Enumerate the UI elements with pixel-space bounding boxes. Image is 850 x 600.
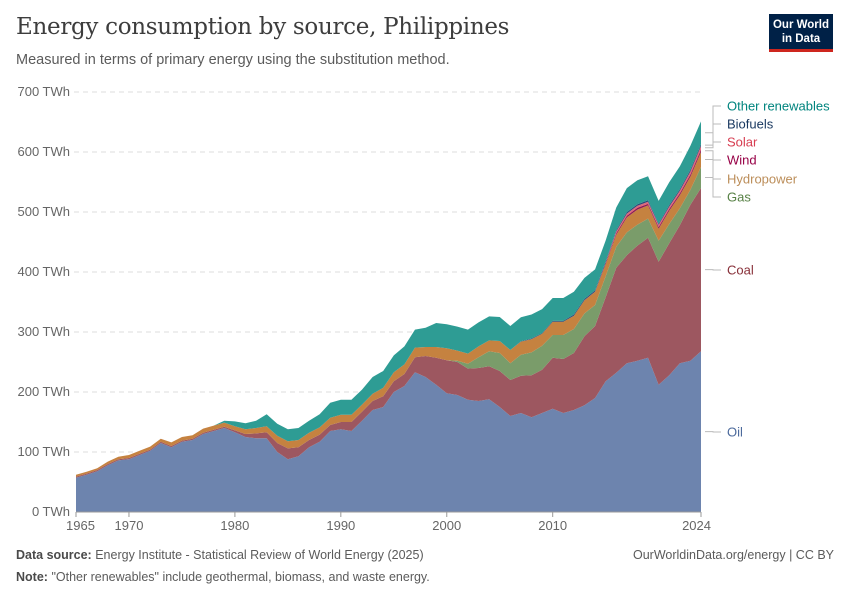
- source-text[interactable]: Energy Institute - Statistical Review of…: [95, 548, 424, 562]
- label-connector: [705, 105, 721, 134]
- y-tick-label: 0 TWh: [32, 504, 70, 519]
- data-source: Data source: Energy Institute - Statisti…: [16, 548, 424, 562]
- x-tick-label: 1965: [66, 518, 95, 533]
- label-connector: [705, 150, 721, 161]
- series-label-solar[interactable]: Solar: [727, 135, 758, 150]
- area-coal[interactable]: [76, 188, 701, 478]
- y-tick-label: 300 TWh: [17, 324, 70, 339]
- area-oil[interactable]: [76, 351, 701, 512]
- y-tick-label: 500 TWh: [17, 204, 70, 219]
- note-label: Note:: [16, 570, 48, 584]
- series-label-hydropower[interactable]: Hydropower: [727, 172, 798, 187]
- series-label-other-renewables[interactable]: Other renewables: [727, 99, 830, 114]
- area-other-renewables[interactable]: [76, 121, 701, 475]
- label-connector: [705, 159, 721, 180]
- site-url[interactable]: OurWorldinData.org/energy | CC BY: [632, 548, 834, 562]
- chart-note: Note: "Other renewables" include geother…: [16, 570, 430, 584]
- x-tick-label: 1980: [220, 518, 249, 533]
- x-tick-label: 2024: [682, 518, 711, 533]
- series-label-wind[interactable]: Wind: [727, 153, 757, 168]
- y-tick-label: 100 TWh: [17, 444, 70, 459]
- note-text: "Other renewables" include geothermal, b…: [51, 570, 430, 584]
- y-tick-label: 700 TWh: [17, 84, 70, 99]
- series-label-oil[interactable]: Oil: [727, 425, 743, 440]
- chart-title: Energy consumption by source, Philippine…: [16, 14, 510, 40]
- y-tick-label: 600 TWh: [17, 144, 70, 159]
- x-tick-label: 1970: [115, 518, 144, 533]
- y-tick-label: 200 TWh: [17, 384, 70, 399]
- source-label: Data source:: [16, 548, 92, 562]
- x-tick-label: 2000: [432, 518, 461, 533]
- chart-subtitle: Measured in terms of primary energy usin…: [16, 52, 450, 68]
- y-tick-label: 400 TWh: [17, 264, 70, 279]
- x-tick-label: 1990: [326, 518, 355, 533]
- label-connector: [705, 177, 721, 198]
- label-connector: [705, 123, 721, 146]
- area-hydropower[interactable]: [76, 152, 701, 477]
- series-label-gas[interactable]: Gas: [727, 190, 751, 205]
- x-tick-label: 2010: [538, 518, 567, 533]
- series-label-coal[interactable]: Coal: [727, 263, 754, 278]
- owid-logo[interactable]: Our World in Data: [769, 14, 833, 52]
- series-label-biofuels[interactable]: Biofuels: [727, 117, 774, 132]
